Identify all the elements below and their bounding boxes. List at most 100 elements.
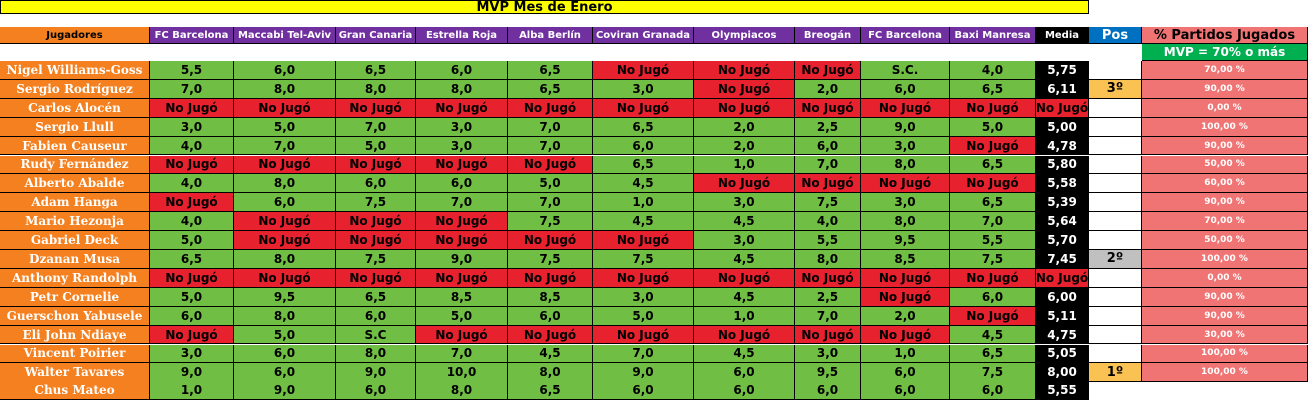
rating-cell: No Jugó	[416, 98, 508, 118]
rating-cell: 8,5	[861, 250, 950, 269]
rating-cell: 7,5	[508, 212, 593, 232]
rating-cell: 4,0	[795, 212, 861, 232]
rating-cell: 3,0	[150, 117, 234, 137]
player-name: Sergio Llull	[0, 117, 150, 137]
media-value: 5,55	[1036, 381, 1089, 400]
rating-cell: 7,5	[336, 193, 416, 213]
rating-cell: 6,5	[950, 155, 1036, 175]
rating-cell: 7,0	[508, 117, 593, 137]
rating-cell: 5,0	[950, 117, 1036, 137]
rating-cell: 3,0	[593, 287, 694, 307]
rating-cell: No Jugó	[861, 268, 950, 288]
rating-cell: No Jugó	[234, 212, 336, 232]
rating-cell: 4,5	[593, 174, 694, 194]
rating-cell: No Jugó	[508, 325, 593, 345]
rating-cell: 6,5	[593, 155, 694, 175]
rating-cell: 6,0	[508, 306, 593, 326]
position-cell	[1089, 155, 1142, 175]
rating-cell: 4,0	[150, 136, 234, 156]
rating-cell: 6,5	[950, 193, 1036, 213]
rating-cell: No Jugó	[508, 155, 593, 175]
player-name: Dzanan Musa	[0, 250, 150, 269]
media-value: 6,00	[1036, 287, 1089, 307]
position-cell	[1089, 325, 1142, 345]
rating-cell: 5,0	[336, 136, 416, 156]
rating-cell: No Jugó	[861, 98, 950, 118]
rating-cell: 7,0	[508, 193, 593, 213]
rating-cell: 7,5	[950, 363, 1036, 383]
rating-cell: No Jugó	[336, 98, 416, 118]
rating-cell: No Jugó	[336, 155, 416, 175]
rating-cell: 5,0	[234, 325, 336, 345]
rating-cell: 5,0	[593, 306, 694, 326]
rating-cell: No Jugó	[508, 268, 593, 288]
rating-cell: 7,0	[508, 136, 593, 156]
rating-cell: 6,0	[795, 381, 861, 400]
rating-cell: 3,0	[416, 117, 508, 137]
rating-cell: 6,5	[336, 61, 416, 80]
header-team-10: Baxi Manresa	[950, 27, 1036, 44]
media-value: 5,75	[1036, 61, 1089, 80]
position-cell	[1089, 231, 1142, 250]
rating-cell: S.C	[336, 325, 416, 345]
header-team-8: Breogán	[795, 27, 861, 44]
rating-cell: 6,0	[336, 381, 416, 400]
rating-cell: No Jugó	[150, 325, 234, 345]
rating-cell: 7,0	[416, 344, 508, 364]
pct-played-cell: 30,00 %	[1142, 325, 1308, 345]
rating-cell: 2,0	[694, 136, 795, 156]
position-cell: 2º	[1089, 250, 1142, 269]
rating-cell: 7,0	[795, 155, 861, 175]
rating-cell: 5,5	[950, 231, 1036, 250]
media-value: No Jugó	[1036, 268, 1089, 288]
position-cell: 1º	[1089, 363, 1142, 383]
rating-cell: No Jugó	[694, 61, 795, 80]
pct-played-cell: 0,00 %	[1142, 268, 1308, 288]
rating-cell: 6,0	[694, 363, 795, 383]
rating-cell: No Jugó	[416, 212, 508, 232]
rating-cell: No Jugó	[234, 98, 336, 118]
rating-cell: 7,5	[336, 250, 416, 269]
rating-cell: 5,0	[150, 231, 234, 250]
rating-cell: No Jugó	[234, 155, 336, 175]
rating-cell: 3,0	[861, 193, 950, 213]
position-cell	[1089, 306, 1142, 326]
rating-cell: 8,0	[234, 174, 336, 194]
rating-cell: 1,0	[593, 193, 694, 213]
rating-cell: 1,0	[150, 381, 234, 400]
rating-cell: 6,0	[694, 381, 795, 400]
player-name: Walter Tavares	[0, 363, 150, 383]
rating-cell: 5,0	[150, 287, 234, 307]
position-cell	[1089, 268, 1142, 288]
pct-played-cell: 50,00 %	[1142, 155, 1308, 175]
rating-cell: No Jugó	[150, 193, 234, 213]
rating-cell: 8,0	[336, 344, 416, 364]
media-value: 5,70	[1036, 231, 1089, 250]
player-name: Nigel Williams-Goss	[0, 61, 150, 80]
rating-cell: 9,0	[234, 381, 336, 400]
rating-cell: No Jugó	[150, 98, 234, 118]
pct-played-cell: 60,00 %	[1142, 174, 1308, 194]
player-name: Guerschon Yabusele	[0, 306, 150, 326]
rating-cell: No Jugó	[694, 174, 795, 194]
rating-cell: 3,0	[694, 231, 795, 250]
rating-cell: No Jugó	[694, 98, 795, 118]
media-value: 5,39	[1036, 193, 1089, 213]
rating-cell: 6,0	[336, 306, 416, 326]
rating-cell: No Jugó	[694, 325, 795, 345]
rating-cell: 7,0	[336, 117, 416, 137]
position-cell	[1089, 98, 1142, 118]
rating-cell: 5,0	[416, 306, 508, 326]
player-name: Mario Hezonja	[0, 212, 150, 232]
position-cell: 3º	[1089, 79, 1142, 99]
rating-cell: 8,0	[234, 250, 336, 269]
player-name: Eli John Ndiaye	[0, 325, 150, 345]
rating-cell: 7,0	[950, 212, 1036, 232]
rating-cell: 6,0	[861, 381, 950, 400]
player-name: Alberto Abalde	[0, 174, 150, 194]
rating-cell: 6,5	[950, 344, 1036, 364]
pct-played-cell: 0,00 %	[1142, 98, 1308, 118]
rating-cell: 6,0	[234, 61, 336, 80]
player-name: Gabriel Deck	[0, 231, 150, 250]
